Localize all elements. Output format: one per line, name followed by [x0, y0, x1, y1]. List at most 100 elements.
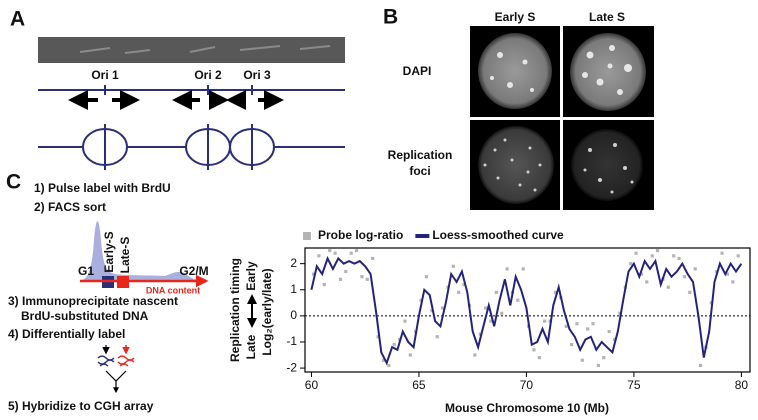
probe-point [698, 363, 703, 368]
probe-point [322, 282, 326, 287]
probe-point [569, 342, 574, 347]
panel-label: A [10, 8, 25, 31]
probe-point [639, 272, 644, 276]
phase-label: G2/M [179, 264, 208, 278]
y-tick-label: -1 [286, 334, 297, 348]
phase-label: G1 [78, 264, 94, 278]
probe-point [328, 249, 332, 253]
probe-point [430, 309, 434, 313]
probe-point [360, 275, 364, 279]
x-tick-label: 80 [735, 378, 749, 392]
probe-point [344, 269, 348, 274]
panel-label: C [6, 171, 21, 194]
probe-point [607, 329, 611, 334]
probe-point [677, 256, 681, 261]
probe-point [693, 267, 697, 271]
y-axis-end-label: Late [244, 334, 258, 359]
x-tick-label: 70 [520, 378, 534, 392]
probe-point [564, 324, 568, 328]
probe-point [725, 272, 730, 276]
gel-streaks [79, 45, 331, 54]
probe-point [440, 306, 445, 310]
labeled-dna-icons [97, 345, 135, 392]
probe-point [365, 277, 369, 281]
probe-point [376, 335, 380, 339]
probe-point [311, 272, 316, 276]
step: 3) Immunoprecipitate nascent [8, 294, 178, 308]
x-tick-label: 65 [412, 378, 426, 392]
facs-histogram [78, 221, 205, 281]
probe-point [500, 311, 504, 315]
microscopy-images [470, 26, 654, 210]
y-tick-label: 0 [290, 308, 297, 322]
x-tick-label: 60 [305, 378, 319, 392]
probe-point [596, 363, 601, 368]
probe-point [553, 290, 558, 294]
column-header: Early S [495, 10, 536, 24]
probe-point [381, 358, 386, 362]
probe-point [521, 267, 525, 271]
probe-point [682, 275, 687, 279]
probe-point [489, 319, 493, 323]
probe-point [516, 298, 520, 302]
probe-point [483, 306, 488, 310]
probe-point [403, 319, 407, 323]
panel-b: B Early S Late S DAPI Replication foci [383, 6, 654, 210]
step: 5) Hybridize to CGH array [8, 399, 154, 413]
y-axis-end-label: Early [244, 261, 258, 291]
probe-point [580, 358, 584, 362]
legend-swatch [303, 232, 311, 240]
probe-point [645, 280, 649, 284]
replication-timing-chart: Replication timing Early Late Log₂(early… [228, 228, 751, 415]
panel-c-protocol: C 1) Pulse label with BrdU 2) FACS sort … [6, 171, 209, 414]
step: BrdU-substituted DNA [21, 309, 149, 323]
probe-point [392, 342, 396, 347]
probe-point [537, 356, 541, 360]
probe-point [634, 251, 638, 255]
step: 1) Pulse label with BrdU [34, 181, 171, 195]
axis-label: DNA content [146, 285, 200, 295]
probe-point [720, 251, 724, 255]
probe-point [586, 327, 590, 331]
probe-point [451, 264, 455, 268]
probe-point [435, 335, 439, 339]
probe-point [419, 298, 423, 302]
row-label: foci [409, 164, 430, 178]
x-tick-label: 75 [627, 378, 641, 392]
probe-point [371, 256, 375, 261]
y-tick-label: -2 [286, 360, 297, 374]
step: 2) FACS sort [34, 200, 106, 214]
y-tick-label: 2 [290, 256, 297, 270]
legend-label: Probe log-ratio [318, 228, 403, 242]
probe-point [317, 254, 321, 258]
probe-point [478, 332, 482, 336]
replication-bubbles [38, 124, 345, 170]
probe-point [666, 285, 670, 289]
probe-point [650, 254, 654, 258]
probe-point [462, 282, 466, 287]
ori-label: Ori 3 [243, 68, 271, 82]
probe-point [505, 267, 509, 271]
probe-point [387, 363, 391, 368]
gel-image [38, 37, 345, 63]
probe-point [612, 337, 617, 341]
legend-label: Loess-smoothed curve [432, 228, 564, 242]
probe-point [731, 280, 735, 284]
probe-point [494, 290, 498, 294]
ori-label: Ori 1 [91, 68, 119, 82]
probe-point [655, 249, 660, 253]
probe-point [408, 353, 412, 357]
x-axis-label: Mouse Chromosome 10 (Mb) [445, 401, 609, 415]
y-axis-label: Replication timing [228, 258, 242, 362]
panel-a: A Ori 1 Ori 2 Ori 3 [10, 8, 345, 170]
probe-point [349, 251, 353, 255]
probe-point [457, 290, 461, 294]
probe-point [575, 322, 579, 326]
y-axis-sublabel: Log₂(early/late) [260, 268, 274, 355]
probe-point [532, 348, 536, 352]
phase-label: Early-S [102, 231, 116, 272]
probe-point [543, 319, 547, 323]
y-tick-label: 1 [290, 282, 297, 296]
probe-point [672, 254, 676, 258]
